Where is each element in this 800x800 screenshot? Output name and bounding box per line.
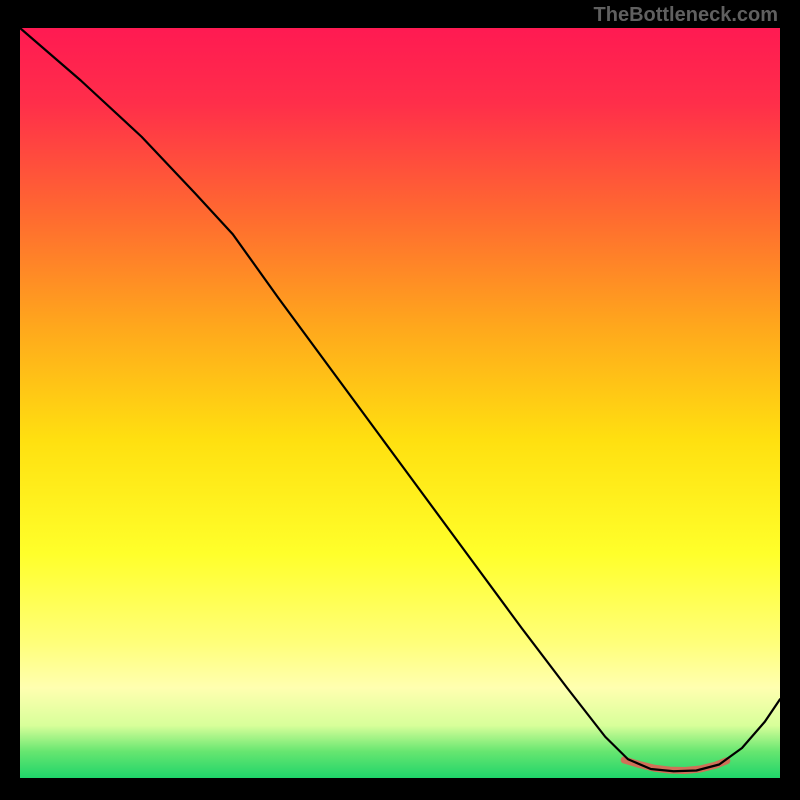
plot-area — [20, 28, 780, 778]
chart-container: TheBottleneck.com — [0, 0, 800, 800]
watermark-text: TheBottleneck.com — [594, 4, 778, 27]
gradient-background — [20, 28, 780, 778]
chart-svg — [20, 28, 780, 778]
